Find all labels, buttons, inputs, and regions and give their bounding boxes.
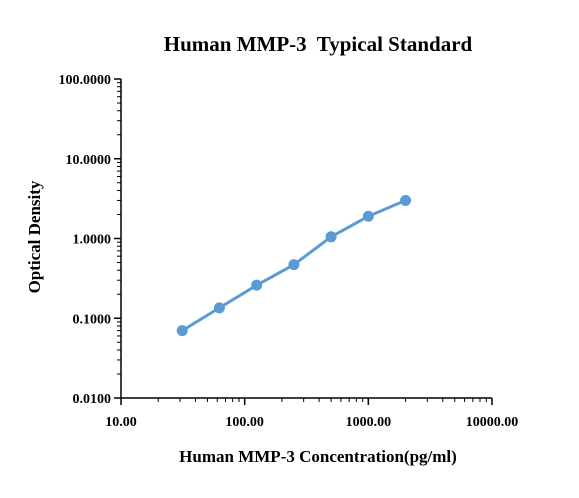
y-tick-label: 0.1000	[73, 312, 112, 327]
series-layer	[176, 194, 412, 337]
data-point	[213, 302, 225, 314]
x-tick-label: 10.00	[105, 415, 137, 430]
data-point	[362, 210, 374, 222]
x-axis-label: Human MMP-3 Concentration(pg/ml)	[179, 447, 457, 466]
y-axis-label: Optical Density	[25, 180, 44, 293]
data-point	[176, 325, 188, 337]
y-tick-label: 10.0000	[66, 153, 112, 168]
chart-title: Human MMP-3 Typical Standard	[164, 32, 473, 56]
y-tick-label: 100.0000	[59, 73, 112, 88]
axes: 0.0100 0.1000 1.0000 10.0000 100.0000 10.00 10…	[59, 73, 519, 430]
data-point	[251, 279, 263, 291]
data-point	[400, 194, 412, 206]
data-point	[325, 231, 337, 243]
x-tick-label: 1000.00	[346, 415, 392, 430]
y-tick-label: 0.0100	[73, 392, 112, 407]
data-point	[288, 259, 300, 271]
y-tick-label: 1.0000	[73, 233, 112, 248]
x-tick-label: 100.00	[225, 415, 264, 430]
x-tick-label: 10000.00	[466, 415, 519, 430]
